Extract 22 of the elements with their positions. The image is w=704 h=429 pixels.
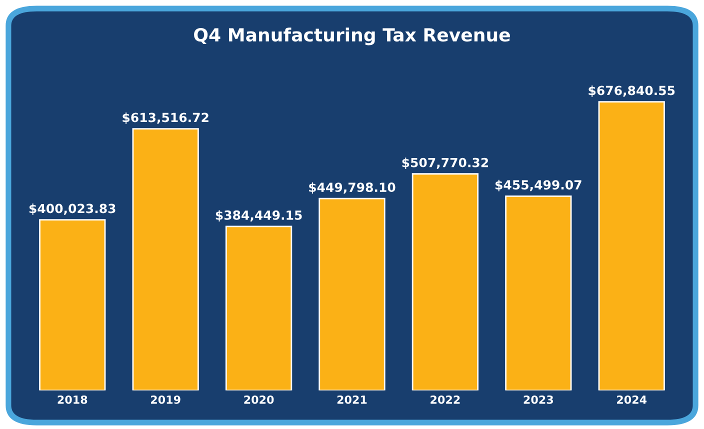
data-label: $384,449.15 <box>216 210 302 222</box>
data-label: $613,516.72 <box>122 112 208 124</box>
x-tick-label: 2023 <box>524 395 553 404</box>
data-label: $507,770.32 <box>402 158 488 169</box>
x-tick-label: 2019 <box>151 395 180 404</box>
data-label: $400,023.83 <box>29 204 116 215</box>
bar <box>132 128 199 390</box>
x-tick-label: 2021 <box>337 395 367 404</box>
data-label: $455,499.07 <box>496 180 582 192</box>
x-tick-label: 2022 <box>430 395 460 404</box>
chart-title: Q4 Manufacturing Tax Revenue <box>194 28 510 46</box>
bar <box>39 219 106 390</box>
bar <box>505 195 572 390</box>
x-tick-label: 2020 <box>244 395 274 404</box>
data-label: $676,840.55 <box>588 86 675 97</box>
x-tick-label: 2018 <box>58 395 88 404</box>
bar <box>318 198 386 390</box>
bar <box>598 101 665 390</box>
x-tick-label: 2024 <box>617 395 647 404</box>
data-label: $449,798.10 <box>309 182 396 194</box>
bar <box>225 226 292 390</box>
bar <box>412 173 479 390</box>
